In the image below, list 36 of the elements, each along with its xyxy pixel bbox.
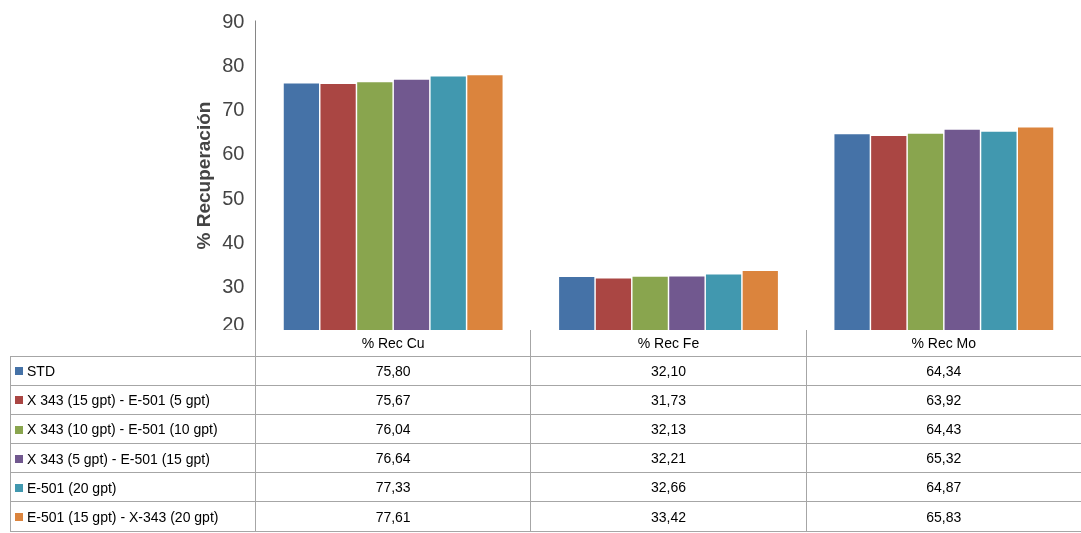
y-tick-label: 30: [222, 275, 245, 298]
data-label: 65,83: [806, 501, 1081, 532]
legend-label: E-501 (20 gpt): [27, 479, 117, 496]
y-tick-label: 70: [222, 98, 245, 121]
data-label: 65,32: [806, 443, 1081, 473]
y-tick-label: 60: [222, 142, 245, 165]
data-label: 33,42: [530, 501, 807, 532]
data-label: 63,92: [806, 385, 1081, 415]
x-tick-label: % Rec Fe: [530, 330, 807, 356]
data-label: 31,73: [530, 385, 807, 415]
y-tick-label: 50: [222, 186, 245, 209]
data-label: 77,61: [255, 501, 531, 532]
data-label: 32,66: [530, 472, 807, 502]
data-label: 75,80: [255, 356, 531, 386]
data-label: 32,21: [530, 443, 807, 473]
y-tick-label: 40: [222, 230, 245, 253]
x-tick-label: % Rec Mo: [806, 330, 1081, 356]
y-axis-title: % Recuperación: [193, 101, 215, 250]
y-tick-label: 90: [222, 9, 245, 32]
data-label: 64,87: [806, 472, 1081, 502]
x-tick-label: % Rec Cu: [255, 330, 531, 356]
data-label: 32,13: [530, 414, 807, 444]
data-label: 75,67: [255, 385, 531, 415]
data-label: 64,34: [806, 356, 1081, 386]
y-tick-label: 20: [222, 312, 245, 335]
data-label: 76,64: [255, 443, 531, 473]
data-label: 32,10: [530, 356, 807, 386]
y-tick-label: 80: [222, 53, 245, 76]
data-label: 64,43: [806, 414, 1081, 444]
data-label: 77,33: [255, 472, 531, 502]
legend-label: X 343 (5 gpt) - E-501 (15 gpt): [27, 450, 210, 467]
data-label: 76,04: [255, 414, 531, 444]
legend-label: E-501 (15 gpt) - X-343 (20 gpt): [27, 509, 219, 526]
legend-label: STD: [27, 363, 55, 380]
legend-label: X 343 (10 gpt) - E-501 (10 gpt): [27, 421, 218, 438]
legend-label: X 343 (15 gpt) - E-501 (5 gpt): [27, 392, 210, 409]
